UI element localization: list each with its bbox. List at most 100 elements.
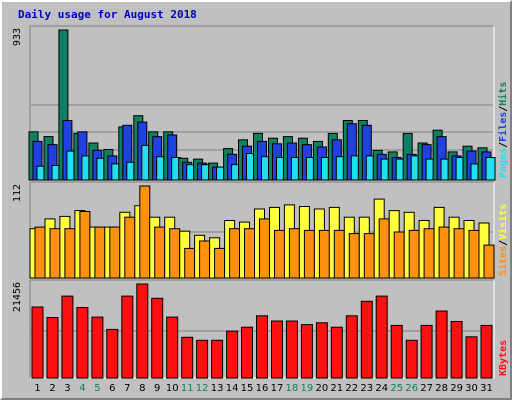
bottom-bar-kbytes-day-15 [241, 326, 253, 379]
bottom-bar-kbytes-day-14 [226, 330, 239, 379]
x-tick-label-20: 20 [316, 383, 329, 394]
middle-bar-sites-day-19 [303, 229, 315, 279]
x-tick-label-9: 9 [154, 383, 160, 394]
middle-bar-sites-day-6 [109, 226, 121, 279]
x-tick-label-26: 26 [405, 383, 418, 394]
middle-bar-sites-day-10 [169, 228, 181, 279]
bottom-bar-kbytes-day-17 [271, 320, 283, 379]
bottom-legend-item-0: KBytes [498, 340, 509, 376]
x-tick-label-29: 29 [450, 383, 463, 394]
x-tick-label-2: 2 [49, 383, 55, 394]
bottom-bar-kbytes-day-13 [211, 339, 224, 379]
middle-bar-sites-day-13 [214, 247, 226, 279]
bottom-bar-kbytes-day-2 [46, 317, 59, 379]
bottom-bar-kbytes-day-10 [166, 316, 179, 379]
middle-bar-sites-day-1 [34, 226, 46, 279]
x-tick-label-22: 22 [345, 383, 358, 394]
middle-bar-sites-day-7 [124, 216, 136, 279]
middle-ymax-label: 112 [12, 184, 23, 202]
bottom-bar-kbytes-day-20 [315, 322, 328, 379]
x-tick-label-31: 31 [480, 383, 493, 394]
x-tick-label-6: 6 [109, 383, 115, 394]
x-tick-label-16: 16 [256, 383, 269, 394]
bottom-bar-kbytes-day-22 [345, 315, 358, 379]
top-legend-item-1: / [498, 142, 509, 148]
bottom-bar-kbytes-day-12 [196, 339, 209, 379]
bottom-bar-kbytes-day-6 [106, 328, 119, 379]
middle-bar-sites-day-27 [423, 228, 435, 279]
middle-bar-sites-day-20 [318, 229, 330, 279]
bottom-bar-kbytes-day-29 [450, 321, 463, 379]
middle-bar-sites-day-26 [408, 229, 420, 279]
x-tick-label-17: 17 [271, 383, 284, 394]
x-tick-label-1: 1 [34, 383, 40, 394]
top-legend-item-4: Hits [497, 82, 509, 106]
middle-legend-item-2: Visits [497, 204, 509, 240]
middle-bar-sites-day-3 [64, 228, 76, 279]
x-tick-label-28: 28 [435, 383, 448, 394]
x-tick-label-21: 21 [330, 383, 343, 394]
top-legend: Pages/Files/Hits [497, 82, 509, 178]
bottom-bar-kbytes-day-26 [405, 339, 418, 379]
bottom-bar-kbytes-day-27 [420, 324, 433, 379]
bottom-bar-kbytes-day-11 [181, 336, 194, 379]
bottom-bar-kbytes-day-30 [465, 336, 478, 379]
bottom-bar-kbytes-day-25 [390, 324, 403, 379]
middle-bar-sites-day-29 [453, 228, 465, 279]
middle-bar-sites-day-15 [244, 228, 255, 279]
bottom-bar-kbytes-day-9 [151, 297, 164, 379]
x-tick-label-14: 14 [226, 383, 239, 394]
middle-bar-sites-day-9 [154, 226, 166, 279]
bottom-bar-kbytes-day-24 [375, 295, 388, 379]
middle-legend-item-1: / [498, 240, 509, 246]
top-legend-item-3: / [498, 106, 509, 112]
middle-legend: Sites/Visits [497, 204, 509, 276]
middle-legend-item-0: Sites [497, 246, 509, 276]
bottom-ymax-label: 21456 [12, 282, 23, 312]
x-tick-label-25: 25 [390, 383, 403, 394]
middle-bar-sites-day-24 [378, 218, 390, 279]
x-tick-label-11: 11 [181, 383, 194, 394]
x-tick-label-27: 27 [420, 383, 433, 394]
bottom-bar-kbytes-day-3 [61, 295, 74, 379]
bottom-bar-kbytes-day-23 [360, 300, 373, 379]
bottom-bar-kbytes-day-28 [435, 310, 448, 379]
top-ymax-label: 933 [12, 28, 23, 46]
middle-bar-sites-day-21 [333, 229, 345, 279]
middle-bar-sites-day-5 [94, 226, 106, 279]
middle-bar-sites-day-11 [184, 247, 196, 279]
middle-bar-sites-day-17 [274, 229, 285, 279]
bottom-bar-kbytes-day-7 [121, 295, 134, 379]
bottom-bar-kbytes-day-16 [256, 315, 268, 379]
x-tick-label-4: 4 [79, 383, 85, 394]
x-tick-label-30: 30 [465, 383, 478, 394]
x-tick-label-19: 19 [301, 383, 314, 394]
bottom-bar-kbytes-day-8 [136, 283, 149, 379]
x-tick-label-23: 23 [360, 383, 373, 394]
bottom-bar-kbytes-day-4 [76, 307, 89, 379]
middle-bar-sites-day-31 [483, 244, 495, 279]
x-tick-label-13: 13 [211, 383, 224, 394]
middle-bar-sites-day-12 [199, 240, 211, 279]
x-tick-label-10: 10 [166, 383, 179, 394]
bottom-bar-kbytes-day-1 [31, 306, 44, 379]
x-tick-label-8: 8 [139, 383, 145, 394]
middle-bar-sites-day-18 [288, 228, 300, 279]
middle-bar-sites-day-2 [49, 228, 61, 279]
top-legend-item-2: Files [497, 112, 509, 142]
middle-bar-sites-day-14 [229, 228, 241, 279]
x-tick-label-7: 7 [124, 383, 130, 394]
x-tick-label-24: 24 [375, 383, 388, 394]
middle-bar-sites-day-23 [363, 233, 375, 279]
middle-bar-sites-day-25 [393, 231, 405, 279]
bottom-bar-kbytes-day-19 [300, 324, 313, 379]
middle-bar-sites-day-30 [468, 229, 480, 279]
middle-bar-sites-day-22 [348, 233, 360, 279]
middle-bar-sites-day-8 [139, 185, 151, 279]
bottom-legend: KBytes [498, 340, 509, 376]
bottom-bar-kbytes-day-21 [330, 326, 343, 379]
middle-bar-sites-day-4 [79, 211, 91, 279]
x-tick-label-15: 15 [241, 383, 254, 394]
